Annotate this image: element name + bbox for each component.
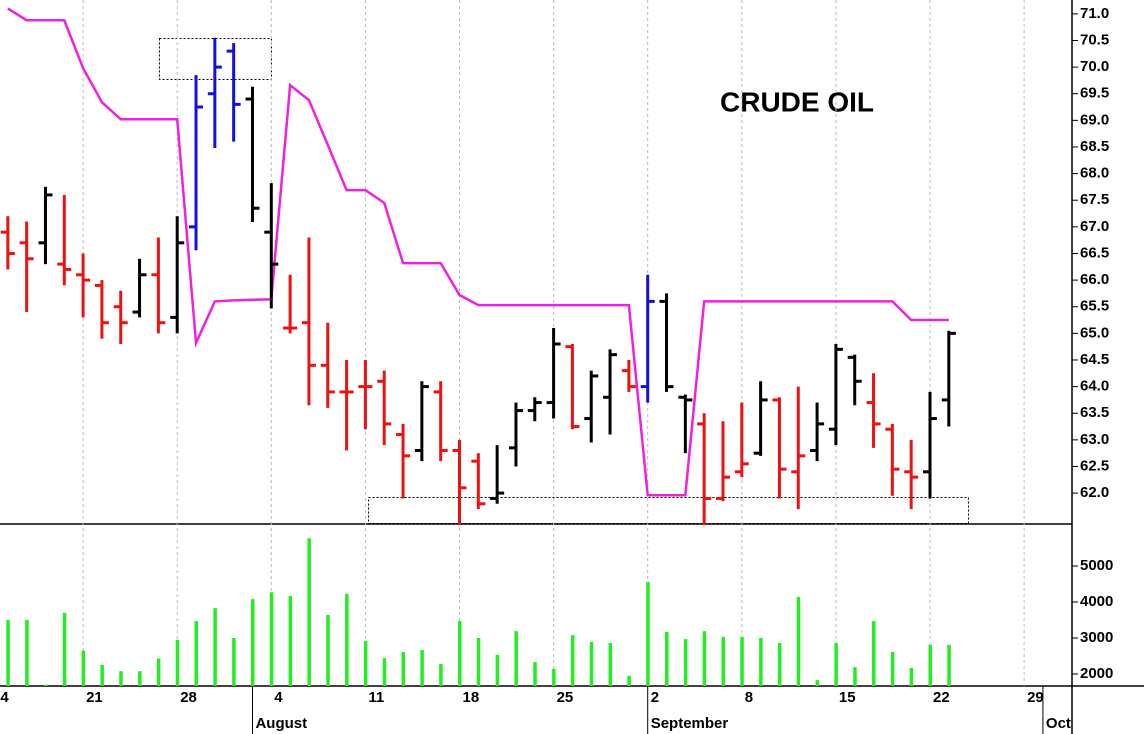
volume-tick-label: 4000	[1080, 593, 1113, 610]
volume-bar	[796, 596, 801, 686]
x-tick-label: 8	[745, 689, 753, 706]
x-tick-label: 18	[463, 689, 480, 706]
volume-bar	[345, 594, 349, 686]
volume-bar	[100, 665, 104, 686]
month-label: Oct	[1046, 715, 1071, 732]
x-tick-label: 22	[933, 689, 950, 706]
volume-bar	[326, 614, 330, 686]
volume-bar	[307, 538, 311, 686]
y-tick-label: 70.0	[1080, 58, 1109, 75]
x-tick-label: 11	[368, 689, 384, 706]
volume-bar	[834, 643, 838, 686]
volume-bar	[627, 675, 631, 686]
volume-bar	[213, 608, 217, 686]
volume-bar	[476, 638, 481, 686]
y-tick-label: 62.0	[1080, 484, 1109, 501]
volume-bar	[514, 631, 518, 686]
volume-bar	[721, 636, 725, 686]
y-tick-label: 69.0	[1080, 111, 1109, 128]
volume-bar	[269, 592, 274, 686]
y-tick-label: 63.5	[1080, 404, 1109, 421]
x-tick-label: 29	[1027, 689, 1044, 706]
volume-bar	[777, 643, 782, 686]
x-tick-label: 4	[274, 689, 283, 706]
y-tick-label: 71.0	[1080, 5, 1109, 22]
y-tick-label: 70.5	[1080, 31, 1109, 48]
volume-bar	[250, 599, 255, 686]
volume-bar	[909, 667, 914, 686]
y-tick-label: 68.0	[1080, 165, 1109, 182]
volume-bar	[43, 684, 48, 686]
x-tick-label: 2	[651, 689, 659, 706]
y-tick-label: 66.5	[1080, 244, 1109, 261]
volume-bar	[872, 621, 876, 686]
volume-bar	[853, 667, 857, 686]
x-tick-label: 28	[180, 689, 197, 706]
volume-bar	[232, 638, 236, 686]
volume-bar	[156, 658, 161, 686]
volume-bar	[401, 652, 406, 686]
month-label: August	[255, 715, 307, 732]
x-tick-label: 21	[86, 689, 103, 706]
volume-bar	[759, 638, 763, 686]
volume-bar	[439, 663, 443, 686]
volume-bar	[495, 654, 500, 686]
volume-bar	[552, 668, 556, 686]
volume-bar	[570, 635, 575, 686]
volume-bar	[81, 650, 86, 686]
volume-bar	[194, 621, 199, 686]
volume-bar	[740, 636, 744, 686]
y-tick-label: 65.5	[1080, 298, 1109, 315]
volume-bar	[589, 641, 594, 686]
volume-tick-label: 2000	[1080, 665, 1113, 682]
x-tick-label: 15	[839, 689, 856, 706]
volume-bar	[665, 631, 669, 686]
volume-bar	[138, 671, 142, 686]
volume-tick-label: 5000	[1080, 557, 1113, 574]
volume-bar	[646, 581, 650, 686]
y-tick-label: 67.0	[1080, 218, 1109, 235]
volume-bar	[119, 671, 123, 686]
y-tick-label: 64.0	[1080, 378, 1109, 395]
volume-bar	[420, 649, 424, 686]
x-tick-label: 14	[0, 689, 9, 706]
x-tick-label: 25	[557, 689, 574, 706]
volume-tick-label: 3000	[1080, 629, 1113, 646]
volume-bar	[533, 662, 537, 686]
y-tick-label: 65.0	[1080, 324, 1109, 341]
volume-bar	[458, 621, 462, 686]
volume-bar	[363, 640, 368, 686]
volume-bar	[288, 595, 293, 686]
volume-bar	[928, 644, 932, 686]
volume-bar	[683, 639, 688, 686]
y-tick-label: 68.5	[1080, 138, 1109, 155]
volume-bar	[702, 631, 707, 686]
volume-bar	[608, 643, 613, 686]
month-label: September	[651, 715, 729, 732]
y-tick-label: 64.5	[1080, 351, 1109, 368]
volume-bar	[6, 620, 10, 686]
volume-bar	[815, 680, 820, 686]
y-tick-label: 67.5	[1080, 191, 1109, 208]
y-tick-label: 62.5	[1080, 457, 1109, 474]
chart-title: CRUDE OIL	[720, 86, 874, 117]
volume-bar	[25, 620, 29, 686]
volume-bar	[62, 612, 67, 686]
y-tick-label: 66.0	[1080, 271, 1109, 288]
volume-bar	[947, 644, 951, 686]
volume-bar	[890, 652, 895, 686]
y-tick-label: 69.5	[1080, 85, 1109, 102]
trend-line	[7, 7, 949, 497]
volume-bar	[175, 639, 180, 686]
y-tick-label: 63.0	[1080, 431, 1109, 448]
volume-bar	[382, 658, 387, 686]
